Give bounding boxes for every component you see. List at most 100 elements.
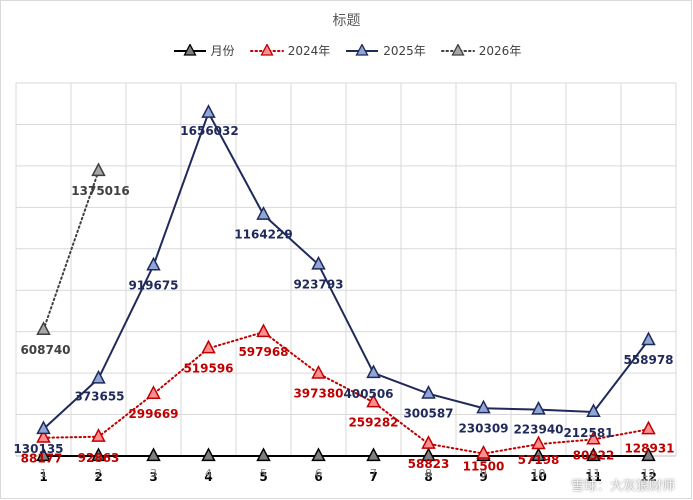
legend-swatch (346, 43, 379, 56)
chart-title: 标题 (332, 13, 361, 29)
data-label: 597968 (238, 345, 288, 359)
data-label: 88177 (21, 452, 63, 466)
x-tick-label: 11 (585, 470, 602, 484)
data-point-marker (476, 444, 491, 459)
data-point-marker (476, 399, 491, 414)
data-label: 299669 (128, 407, 178, 421)
series-line (42, 110, 650, 430)
data-label: 5 (260, 467, 267, 480)
data-label: 558978 (623, 353, 673, 367)
data-point-marker (36, 321, 51, 335)
data-point-marker (586, 447, 601, 462)
legend-item: 2024年 (249, 42, 331, 59)
data-label: 58823 (408, 457, 450, 471)
data-label: 608740 (20, 343, 70, 357)
legend-swatch (440, 43, 475, 56)
data-label: 9 (480, 467, 487, 480)
data-label: 400506 (343, 387, 393, 401)
legend-swatch (173, 43, 206, 56)
data-label: 300587 (403, 407, 453, 421)
x-tick-label: 1 (39, 470, 47, 484)
data-point-marker (421, 435, 436, 449)
data-label: 11500 (463, 460, 505, 474)
data-point-marker (256, 447, 271, 462)
data-label: 259282 (348, 415, 398, 429)
data-label: 519596 (183, 361, 233, 375)
legend-label: 月份 (210, 44, 235, 58)
data-label: 373655 (74, 390, 124, 404)
data-point-marker (91, 447, 106, 462)
data-label: 1656032 (180, 124, 238, 138)
data-label: 128931 (624, 441, 674, 455)
data-label: 230309 (458, 421, 508, 435)
legend-item: 2026年 (440, 42, 522, 59)
data-point-marker (531, 435, 546, 450)
data-point-marker (146, 385, 161, 399)
data-label: 2 (95, 467, 102, 480)
data-point-marker (256, 206, 271, 220)
data-point-marker (146, 447, 161, 462)
data-point-marker (531, 447, 546, 462)
data-point-marker (36, 429, 51, 443)
data-label: 923793 (293, 278, 343, 292)
data-label: 223940 (513, 423, 563, 437)
data-point-marker (201, 104, 216, 118)
data-label: 7 (370, 467, 377, 480)
data-label: 4 (205, 467, 212, 480)
x-tick-label: 7 (369, 470, 377, 484)
data-point-marker (91, 162, 106, 177)
data-point-marker (201, 447, 216, 462)
data-label: 6 (315, 467, 322, 480)
data-point-marker (91, 428, 106, 442)
data-point-marker (641, 447, 656, 462)
data-label: 1375016 (71, 184, 129, 198)
legend-label: 2026年 (478, 44, 522, 58)
x-tick-label: 4 (204, 470, 212, 484)
legend-item: 2025年 (344, 42, 426, 59)
x-tick-label: 10 (530, 470, 547, 484)
watermark: 雪球：大灰狼财师 (570, 479, 675, 494)
data-point-marker (586, 430, 601, 445)
data-label: 80322 (573, 448, 615, 462)
x-tick-label: 8 (424, 470, 432, 484)
data-point-marker (366, 393, 381, 408)
x-tick-label: 2 (94, 470, 102, 484)
data-label: 11 (587, 467, 601, 480)
data-label: 92863 (78, 451, 120, 465)
data-point-marker (201, 339, 216, 354)
x-tick-label: 9 (479, 470, 487, 484)
data-point-marker (366, 364, 381, 379)
data-point-marker (421, 447, 436, 462)
data-point-marker (641, 420, 656, 435)
data-label: 57198 (518, 453, 560, 467)
data-label: 919675 (128, 278, 178, 292)
data-label: 130135 (13, 442, 63, 456)
data-point-marker (531, 400, 546, 415)
data-point-marker (311, 364, 326, 379)
legend-label: 2024年 (287, 44, 331, 58)
data-label: 1 (40, 467, 47, 480)
data-label: 212581 (563, 426, 613, 440)
data-point-marker (91, 369, 106, 384)
x-tick-label: 12 (640, 470, 657, 484)
data-point-marker (641, 331, 656, 346)
data-point-marker (586, 403, 601, 418)
legend: 月份 2024年 2025年 2026年 (0, 42, 693, 59)
series-line (42, 170, 100, 331)
x-tick-label: 6 (314, 470, 322, 484)
data-point-marker (311, 447, 326, 462)
data-label: 12 (642, 467, 656, 480)
data-point-marker (256, 323, 271, 338)
legend-label: 2025年 (383, 44, 426, 58)
legend-item: 月份 (172, 42, 235, 59)
series-line (42, 330, 650, 455)
data-point-marker (421, 385, 436, 399)
x-tick-label: 5 (259, 470, 267, 484)
data-point-marker (36, 447, 51, 462)
data-point-marker (311, 255, 326, 270)
data-label: 397380 (293, 387, 343, 401)
data-label: 8 (425, 467, 432, 480)
x-tick-label: 3 (149, 470, 157, 484)
